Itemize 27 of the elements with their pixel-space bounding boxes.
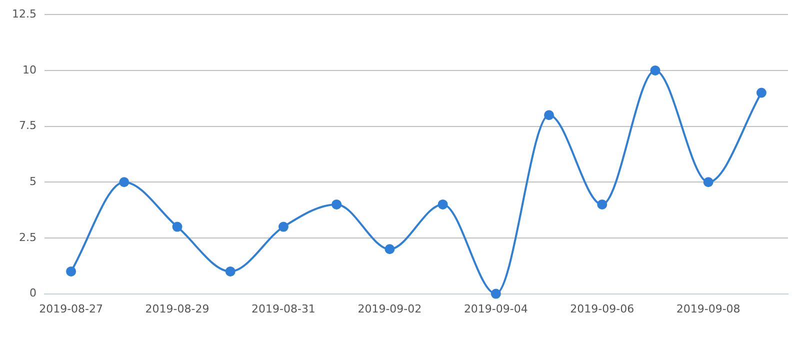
point <box>225 266 236 276</box>
point <box>650 65 660 76</box>
point <box>438 199 448 210</box>
point <box>119 177 130 188</box>
x-tick-label: 2019-09-04 <box>464 302 528 316</box>
point <box>490 288 501 299</box>
x-tick-label: 2019-08-27 <box>39 302 104 316</box>
y-tick-label: 10 <box>22 63 36 76</box>
point <box>597 199 608 210</box>
y-tick-label: 7.5 <box>18 119 36 132</box>
point <box>703 177 714 188</box>
y-tick-label: 2.5 <box>18 230 36 244</box>
y-tick-label: 12.5 <box>12 7 36 20</box>
point <box>756 88 766 98</box>
x-tick-label: 2019-09-08 <box>676 302 740 316</box>
y-tick-label: 5 <box>29 174 36 188</box>
point <box>384 244 395 254</box>
point <box>332 199 342 210</box>
x-tick-label: 2019-08-29 <box>145 302 210 316</box>
point <box>544 110 554 120</box>
point <box>278 222 288 232</box>
x-tick-label: 2019-09-02 <box>358 302 422 316</box>
point <box>66 266 76 276</box>
x-tick-label: 2019-09-06 <box>570 302 634 316</box>
x-tick-label: 2019-08-31 <box>252 302 316 316</box>
y-tick-label: 0 <box>29 286 36 300</box>
point <box>172 222 182 232</box>
